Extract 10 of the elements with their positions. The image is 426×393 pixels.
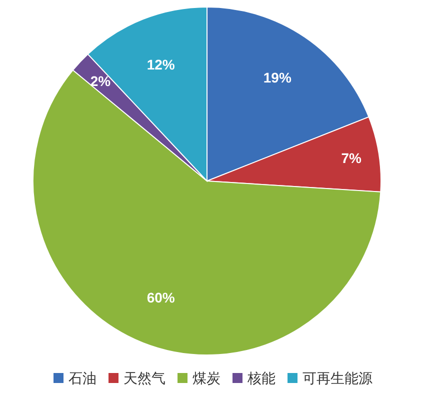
legend-label: 石油 (68, 371, 96, 387)
legend-label: 天然气 (124, 371, 166, 387)
data-label: 60% (146, 289, 176, 306)
data-label: 2% (90, 72, 112, 89)
data-label: 19% (263, 69, 292, 86)
legend-label: 煤炭 (192, 371, 220, 387)
legend-label: 可再生能源 (302, 371, 372, 387)
data-label: 12% (146, 56, 176, 73)
data-label: 7% (341, 150, 362, 166)
legend-label: 核能 (246, 371, 276, 387)
